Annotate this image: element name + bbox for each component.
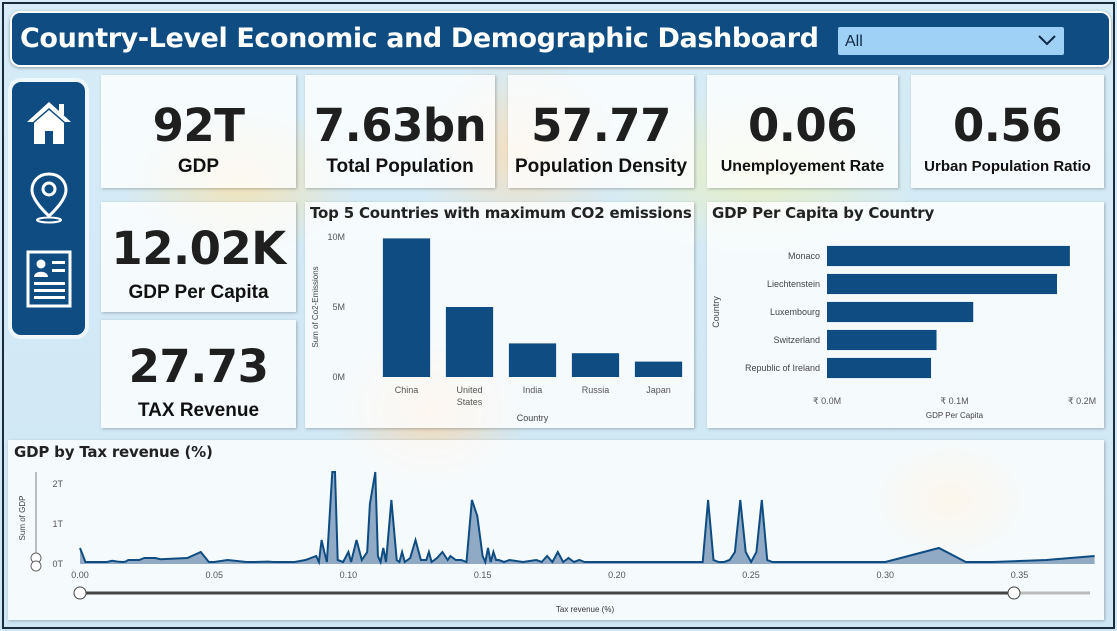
gdp-by-tax-chart-title: GDP by Tax revenue (%) (14, 443, 213, 461)
kpi-card-total-population: 7.63bn Total Population (305, 75, 495, 188)
kpi-label-unemployment-rate: Unemployement Rate (720, 158, 885, 175)
kpi-value-gdp: 92T (152, 99, 245, 152)
x-tick-label: ₹ 0.1M (940, 396, 968, 406)
header-bar: Country-Level Economic and Demographic D… (10, 11, 1111, 67)
x-tick-label: 0.20 (608, 570, 626, 580)
y-axis-label: Sum of GDP (18, 496, 27, 541)
kpi-label-tax-revenue: TAX Revenue (137, 400, 260, 421)
series-line (79, 471, 1095, 566)
y-tick-label: Luxembourg (770, 307, 820, 317)
gdp-per-capita-bar (827, 245, 1070, 267)
kpi-value-unemployment-rate: 0.06 (747, 99, 858, 152)
x-tick-label: 0.30 (876, 570, 894, 580)
map-nav-button[interactable] (25, 170, 73, 224)
x-tick-label: 0.05 (205, 570, 223, 580)
horizontal-slider-handle-left (73, 586, 87, 600)
kpi-card-urban-population-ratio: 0.56 Urban Population Ratio (911, 75, 1104, 188)
y-tick-label: Monaco (788, 251, 820, 261)
x-tick-label: ₹ 0.2M (1068, 396, 1096, 406)
x-tick-label: 0.10 (340, 570, 358, 580)
kpi-card-population-density: 57.77 Population Density (508, 75, 694, 188)
kpi-value-population-density: 57.77 (531, 99, 671, 152)
kpi-label-total-population: Total Population (326, 156, 474, 177)
gdp-per-capita-bar (827, 329, 937, 351)
kpi-value-total-population: 7.63bn (313, 99, 487, 152)
y-axis-label: Country (711, 296, 721, 328)
kpi-label-population-density: Population Density (514, 156, 688, 177)
x-tick-label: United (456, 385, 482, 395)
gdp-per-capita-bar (827, 301, 974, 323)
kpi-card-gdp-per-capita: 12.02K GDP Per Capita (101, 202, 296, 312)
x-axis-label: Country (517, 413, 549, 423)
kpi-label-urban-population-ratio: Urban Population Ratio (924, 158, 1091, 175)
x-tick-label: ₹ 0.0M (813, 396, 841, 406)
co2-bar (382, 238, 431, 377)
vertical-zoom-slider[interactable] (30, 472, 42, 572)
y-tick-label: 0T (52, 559, 63, 569)
gdp-per-capita-bar (827, 357, 932, 379)
kpi-value-urban-population-ratio: 0.56 (952, 99, 1063, 152)
co2-chart: 0M 5M 10M China United States India Russia Japan… (311, 232, 683, 423)
gdp-by-tax-chart-card: GDP by Tax revenue (%) 0T 1T 2T 0.00 0.05 0.1… (8, 440, 1104, 620)
co2-chart-card: Top 5 Countries with maximum CO2 emissio… (305, 202, 694, 428)
horizontal-slider-handle-right (1007, 586, 1021, 600)
co2-bar (508, 343, 557, 377)
co2-bar (445, 307, 494, 377)
home-icon (27, 102, 71, 144)
kpi-card-tax-revenue: 27.73 TAX Revenue (101, 320, 296, 428)
page-title: Country-Level Economic and Demographic D… (20, 23, 819, 54)
kpi-label-gdp: GDP (177, 156, 220, 177)
x-axis-label: GDP Per Capita (926, 411, 984, 420)
kpi-card-gdp: 92T GDP (101, 75, 296, 188)
co2-bar (634, 361, 683, 377)
x-tick-label: Japan (646, 385, 671, 395)
slicer-selected-value: All (845, 33, 863, 50)
gdp-per-capita-chart-card: GDP Per Capita by Country Monaco Liechten… (707, 202, 1104, 428)
kpi-value-gdp-per-capita: 12.02K (111, 222, 286, 275)
x-tick-label: 0.00 (71, 570, 89, 580)
co2-bar (571, 353, 620, 377)
x-tick-label: 0.25 (742, 570, 760, 580)
kpi-value-tax-revenue: 27.73 (128, 340, 269, 393)
kpi-label-gdp-per-capita: GDP Per Capita (128, 282, 269, 303)
horizontal-zoom-slider[interactable] (73, 586, 1090, 600)
report-nav-button[interactable] (25, 250, 73, 308)
y-tick-label: 2T (52, 479, 63, 489)
x-tick-label: States (457, 397, 483, 407)
y-tick-label: Republic of Ireland (745, 363, 820, 373)
gdp-per-capita-chart-title: GDP Per Capita by Country (712, 204, 935, 222)
vertical-slider-handle (30, 560, 42, 572)
home-nav-button[interactable] (25, 98, 73, 152)
y-tick-label: 1T (52, 519, 63, 529)
x-axis-label: Tax revenue (%) (556, 605, 615, 614)
navigation-panel (12, 82, 85, 335)
y-tick-label: Switzerland (773, 335, 820, 345)
kpi-card-unemployment-rate: 0.06 Unemployement Rate (707, 75, 898, 188)
y-tick-label: Liechtenstein (767, 279, 820, 289)
gdp-per-capita-chart: Monaco Liechtenstein Luxembourg Switzerland… (711, 245, 1096, 420)
x-tick-label: 0.15 (474, 570, 492, 580)
location-pin-icon (30, 172, 68, 224)
y-tick-label: 0M (332, 372, 345, 382)
x-tick-label: India (523, 385, 543, 395)
area-fill (80, 472, 1095, 564)
co2-chart-title: Top 5 Countries with maximum CO2 emissio… (310, 204, 692, 222)
x-tick-label: China (395, 385, 419, 395)
y-tick-label: 5M (332, 302, 345, 312)
country-slicer-dropdown[interactable]: All (838, 27, 1064, 55)
x-tick-label: 0.35 (1011, 570, 1029, 580)
gdp-by-tax-chart: 0T 1T 2T 0.00 0.05 0.10 0.15 0.20 0.25 0.30 0.35 Ta… (18, 471, 1095, 614)
x-tick-label: Russia (582, 385, 610, 395)
y-tick-label: 10M (327, 232, 345, 242)
chevron-down-icon[interactable] (1036, 30, 1058, 55)
report-icon (26, 250, 72, 308)
gdp-per-capita-bar (827, 273, 1058, 295)
y-axis-label: Sum of Co2-Emissions (311, 266, 320, 347)
